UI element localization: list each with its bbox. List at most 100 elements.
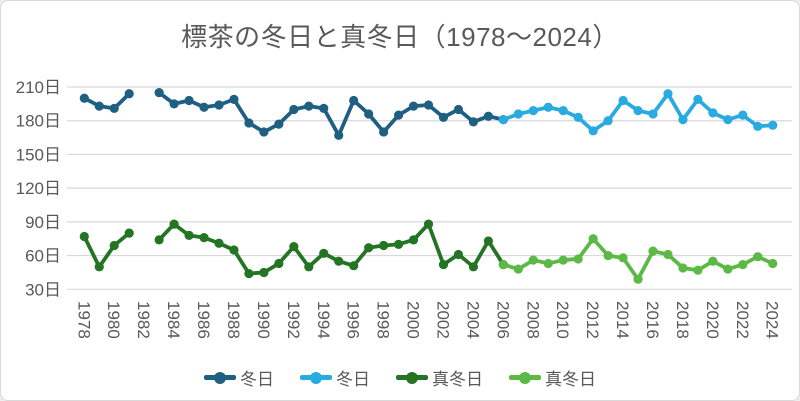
legend-item-label: 冬日 [336,370,370,389]
data-point-2018 [678,263,688,273]
series-line [82,231,132,269]
data-point-2008 [528,106,538,116]
series-3-真冬日 [498,234,778,284]
x-tick-label-2018: 2018 [673,301,692,339]
x-tick-label-1986: 1986 [194,301,213,339]
series-1-冬日 [498,89,778,136]
data-point-1999 [393,110,404,120]
data-point-1981 [124,228,134,238]
x-tick-label-2020: 2020 [703,301,722,339]
y-tick-label-210: 210日 [16,78,61,97]
data-point-1979 [94,101,104,111]
data-point-2022 [738,110,748,120]
data-point-2001 [423,219,434,229]
data-point-2024 [768,120,778,130]
x-tick-label-2010: 2010 [553,301,572,339]
data-point-1996 [349,95,359,106]
legend-item-1[interactable]: 冬日 [300,365,370,390]
data-point-1985 [184,95,194,106]
data-point-2011 [573,254,583,264]
legend-dot-icon [519,371,531,384]
legend-item-2[interactable]: 真冬日 [396,365,483,390]
y-tick-label-120: 120日 [16,179,61,198]
data-point-2019 [693,94,703,104]
data-point-1994 [319,103,329,113]
data-point-2000 [408,235,419,245]
data-point-2002 [438,112,449,122]
data-point-2001 [423,100,434,110]
data-point-2020 [708,256,718,266]
data-point-2012 [588,126,598,136]
series-line [157,222,506,276]
legend-dot-icon [406,371,418,384]
legend-dot-icon [214,371,226,384]
data-point-1995 [334,256,344,266]
data-point-2000 [408,101,419,111]
x-tick-label-2022: 2022 [733,301,752,339]
data-point-1988 [229,245,239,255]
data-point-1992 [289,104,299,115]
data-point-2023 [753,121,763,131]
legend-item-label: 真冬日 [545,370,596,389]
x-tick-label-2014: 2014 [613,301,632,339]
data-point-2017 [663,249,673,260]
data-point-2003 [453,104,464,115]
legend-dot-icon [310,371,322,384]
data-point-1989 [244,268,254,279]
series-0-冬日 [79,88,508,140]
y-tick-label-30: 30日 [25,280,61,299]
x-tick-label-1978: 1978 [74,301,93,339]
data-point-2015 [633,274,643,284]
data-point-2009 [543,258,553,269]
data-point-2018 [678,114,688,125]
data-point-2014 [618,253,628,263]
data-point-1989 [244,118,254,128]
data-point-1998 [379,127,389,137]
data-point-1986 [199,233,209,243]
data-point-2005 [483,236,493,246]
data-point-1979 [94,262,104,272]
data-point-2017 [663,89,673,99]
y-axis-labels: 30日 60日 90日 120日 150日 180日 210日 [16,78,61,299]
data-point-1993 [304,101,314,111]
data-point-2009 [543,102,553,112]
legend-item-0[interactable]: 冬日 [204,365,274,390]
series-line [501,236,775,282]
x-tick-label-1994: 1994 [314,301,333,339]
series-line [157,90,506,138]
legend-item-3[interactable]: 真冬日 [509,365,596,390]
data-point-2016 [648,246,658,256]
data-point-2022 [738,259,748,270]
data-point-2010 [558,106,568,116]
chart-title: 標茶の冬日と真冬日（1978～2024） [181,22,619,52]
y-tick-label-60: 60日 [25,247,61,266]
y-tick-label-150: 150日 [16,145,61,164]
data-point-1986 [199,102,209,112]
data-point-1980 [109,240,119,251]
data-point-2020 [708,108,718,118]
data-point-2007 [513,264,523,274]
data-point-1994 [319,248,329,258]
data-point-1988 [229,94,239,104]
data-point-2006 [498,114,508,125]
x-tick-label-1998: 1998 [374,301,393,339]
data-point-2019 [693,265,703,275]
data-point-2002 [438,259,449,270]
data-point-1978 [79,231,89,242]
data-point-1991 [274,119,284,129]
x-tick-label-2004: 2004 [463,301,482,339]
x-tick-label-2016: 2016 [643,301,662,339]
data-point-1984 [169,99,179,109]
legend-line-dot-marker [509,371,541,384]
series-line [82,91,132,111]
x-tick-label-2024: 2024 [763,301,782,339]
legend-line-dot-marker [396,371,428,384]
legend-line-dot-marker [204,371,236,384]
data-point-2012 [588,234,598,244]
x-tick-label-1988: 1988 [224,301,243,339]
x-tick-label-1990: 1990 [254,301,273,339]
x-tick-label-2008: 2008 [523,301,542,339]
data-point-1991 [274,258,284,269]
data-point-1987 [214,100,224,110]
